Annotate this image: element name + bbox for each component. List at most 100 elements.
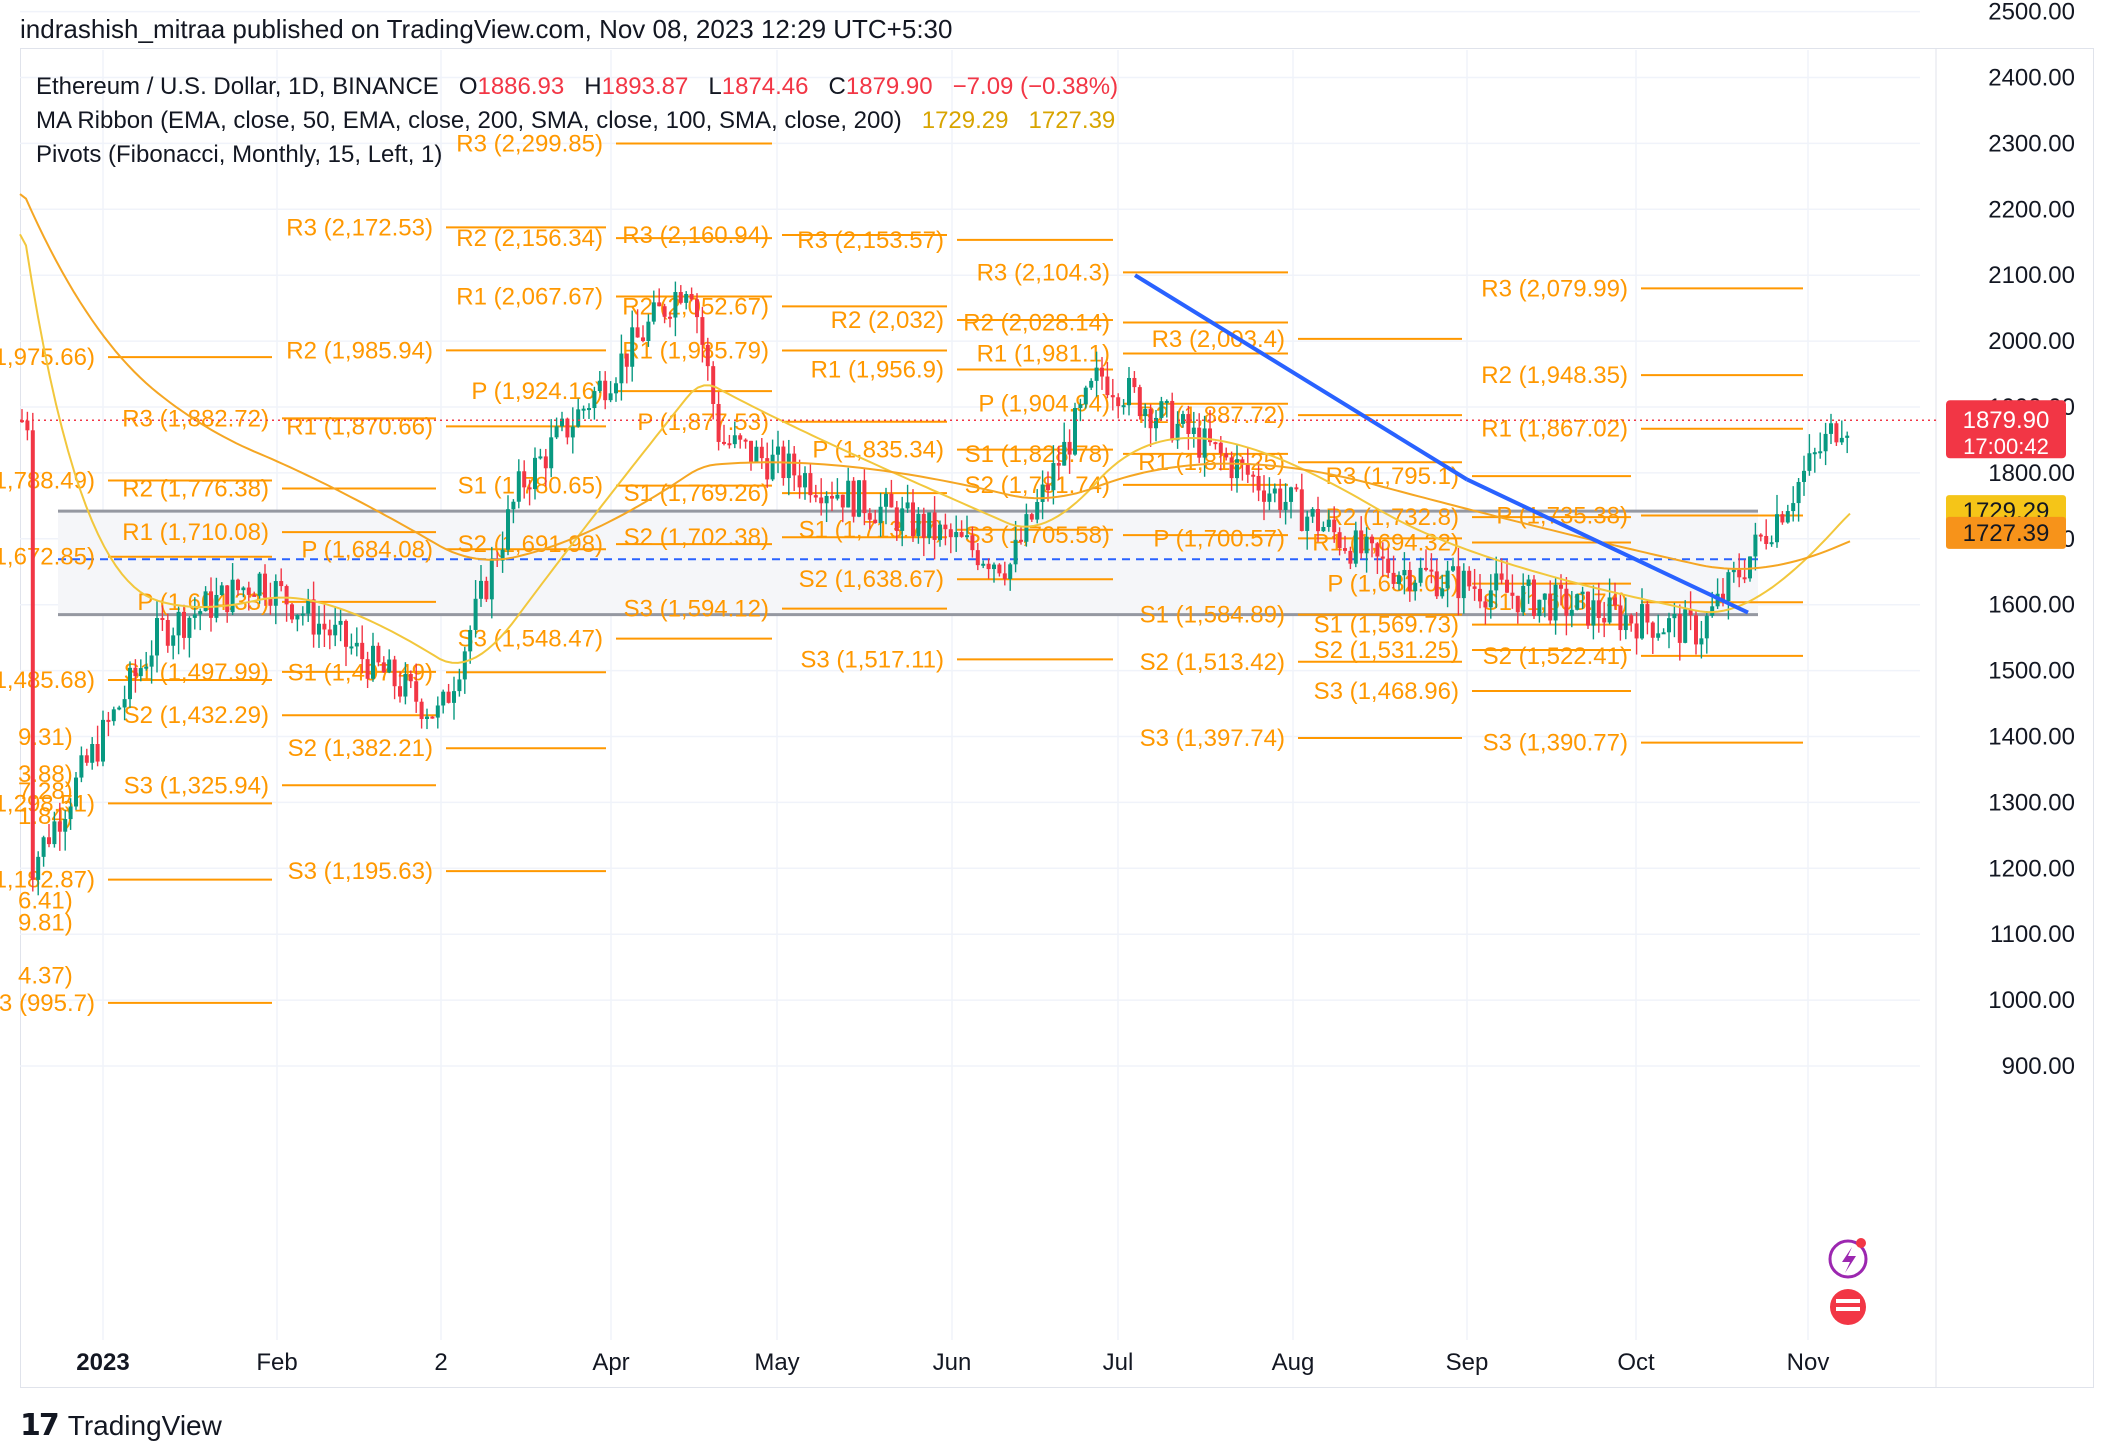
candle-body bbox=[792, 453, 797, 476]
candle-body bbox=[867, 513, 872, 520]
pivot-label: S3 (1,594.12) bbox=[624, 596, 769, 623]
legend-open: 1886.93 bbox=[477, 73, 565, 100]
candle-body bbox=[1542, 593, 1547, 600]
y-tick-label: 1100.00 bbox=[1990, 921, 2075, 948]
candle-body bbox=[1596, 600, 1601, 618]
candle-body bbox=[144, 666, 149, 669]
candle-body bbox=[1629, 615, 1634, 624]
footer-brand-text: TradingView bbox=[67, 1409, 222, 1441]
candle-body bbox=[52, 821, 57, 845]
candle-body bbox=[63, 819, 68, 832]
legend-ma-label[interactable]: MA Ribbon (EMA, close, 50, EMA, close, 2… bbox=[36, 107, 902, 134]
candle-body bbox=[851, 480, 856, 517]
candle-body bbox=[1148, 408, 1153, 429]
candle-body bbox=[840, 494, 845, 508]
pivot-label: S2 (1,182.87) bbox=[0, 867, 95, 894]
pivot-label: R3 (2,160.94) bbox=[622, 222, 769, 249]
candle-body bbox=[619, 353, 624, 384]
candle-body bbox=[360, 642, 365, 660]
candle-body bbox=[1731, 569, 1736, 573]
candle-body bbox=[1229, 457, 1234, 479]
candle-body bbox=[138, 668, 143, 677]
candle-body bbox=[743, 439, 748, 442]
pivot-label: R1 (1,672.85) bbox=[0, 544, 95, 571]
candle-body bbox=[1683, 609, 1688, 643]
candle-body bbox=[1056, 463, 1061, 466]
candle-body bbox=[1634, 623, 1639, 639]
candle-body bbox=[90, 744, 95, 763]
candle-body bbox=[268, 597, 273, 606]
pivot-label: R1 (1,985.79) bbox=[622, 337, 769, 364]
candle-body bbox=[74, 777, 78, 807]
pivot-label: S2 (1,638.67) bbox=[799, 566, 944, 593]
candle-body bbox=[997, 564, 1002, 574]
candle-body bbox=[986, 563, 991, 570]
pivot-label: R1 (1,710.08) bbox=[122, 519, 269, 546]
candle-body bbox=[1191, 427, 1196, 434]
candle-body bbox=[1348, 550, 1353, 564]
candle-body bbox=[873, 519, 878, 524]
last-price-value: 1879.90 bbox=[1963, 407, 2050, 434]
candle-body bbox=[846, 480, 851, 508]
candle-body bbox=[1208, 428, 1212, 443]
candle-body bbox=[657, 302, 662, 307]
x-tick-label: Apr bbox=[592, 1349, 629, 1376]
pivot-label: R3 (1,882.72) bbox=[122, 405, 269, 432]
candle-body bbox=[1218, 442, 1223, 454]
candle-body bbox=[1202, 428, 1207, 458]
candle-body bbox=[565, 418, 570, 438]
candle-body bbox=[257, 573, 262, 596]
y-tick-label: 1300.00 bbox=[1988, 789, 2075, 816]
footer-brand[interactable]: 𝟭𝟳 TradingView bbox=[20, 1408, 222, 1443]
candle-body bbox=[1024, 514, 1029, 542]
pivot-edge-label: 9.31) bbox=[18, 724, 73, 751]
candle-body bbox=[927, 512, 932, 538]
candle-body bbox=[1758, 534, 1763, 537]
candle-body bbox=[1299, 489, 1304, 531]
candle-body bbox=[678, 292, 683, 303]
candle-body bbox=[1553, 584, 1558, 621]
pivot-label: R3 (1,795.1) bbox=[1326, 463, 1459, 490]
candle-body bbox=[1343, 548, 1347, 551]
candle-body bbox=[1159, 401, 1164, 418]
candle-body bbox=[1364, 536, 1369, 554]
pivot-edge-label: 6.41) bbox=[18, 888, 73, 915]
candle-body bbox=[878, 506, 883, 524]
candle-body bbox=[894, 507, 899, 531]
candle-body bbox=[797, 475, 802, 488]
candle-body bbox=[538, 456, 543, 459]
candle-body bbox=[921, 513, 926, 538]
candle-body bbox=[68, 806, 73, 820]
candle-body bbox=[786, 453, 791, 479]
candle-body bbox=[398, 686, 402, 697]
candle-body bbox=[808, 473, 813, 496]
candle-body bbox=[47, 837, 51, 845]
candle-body bbox=[1839, 437, 1844, 443]
chart-legend: Ethereum / U.S. Dollar, 1D, BINANCE O188… bbox=[36, 70, 1118, 172]
candle-body bbox=[1121, 405, 1126, 408]
pivot-label: R3 (2,172.53) bbox=[286, 214, 433, 241]
candle-body bbox=[1640, 604, 1644, 639]
candle-body bbox=[1613, 597, 1617, 606]
candle-body bbox=[1035, 501, 1040, 520]
candle-body bbox=[916, 513, 921, 537]
candle-body bbox=[819, 497, 824, 504]
pivot-edge-label: 7.28) bbox=[18, 778, 73, 805]
candle-body bbox=[1667, 618, 1671, 633]
candle-body bbox=[624, 353, 629, 367]
candle-body bbox=[1742, 577, 1747, 580]
candle-body bbox=[732, 435, 737, 445]
legend-symbol[interactable]: Ethereum / U.S. Dollar, 1D, BINANCE bbox=[36, 73, 439, 100]
pivot-label: P (1,684.08) bbox=[301, 536, 433, 563]
candle-body bbox=[905, 502, 910, 509]
legend-ma-val1: 1729.29 bbox=[921, 107, 1009, 134]
legend-open-label: O bbox=[458, 73, 478, 100]
candle-body bbox=[1429, 569, 1434, 572]
candle-body bbox=[1569, 609, 1574, 616]
candle-body bbox=[700, 317, 705, 345]
legend-pivots-label[interactable]: Pivots (Fibonacci, Monthly, 15, Left, 1) bbox=[36, 141, 443, 168]
candle-body bbox=[457, 679, 462, 692]
candle-body bbox=[1332, 519, 1337, 533]
pivot-label: S1 (1,828.78) bbox=[965, 441, 1110, 468]
